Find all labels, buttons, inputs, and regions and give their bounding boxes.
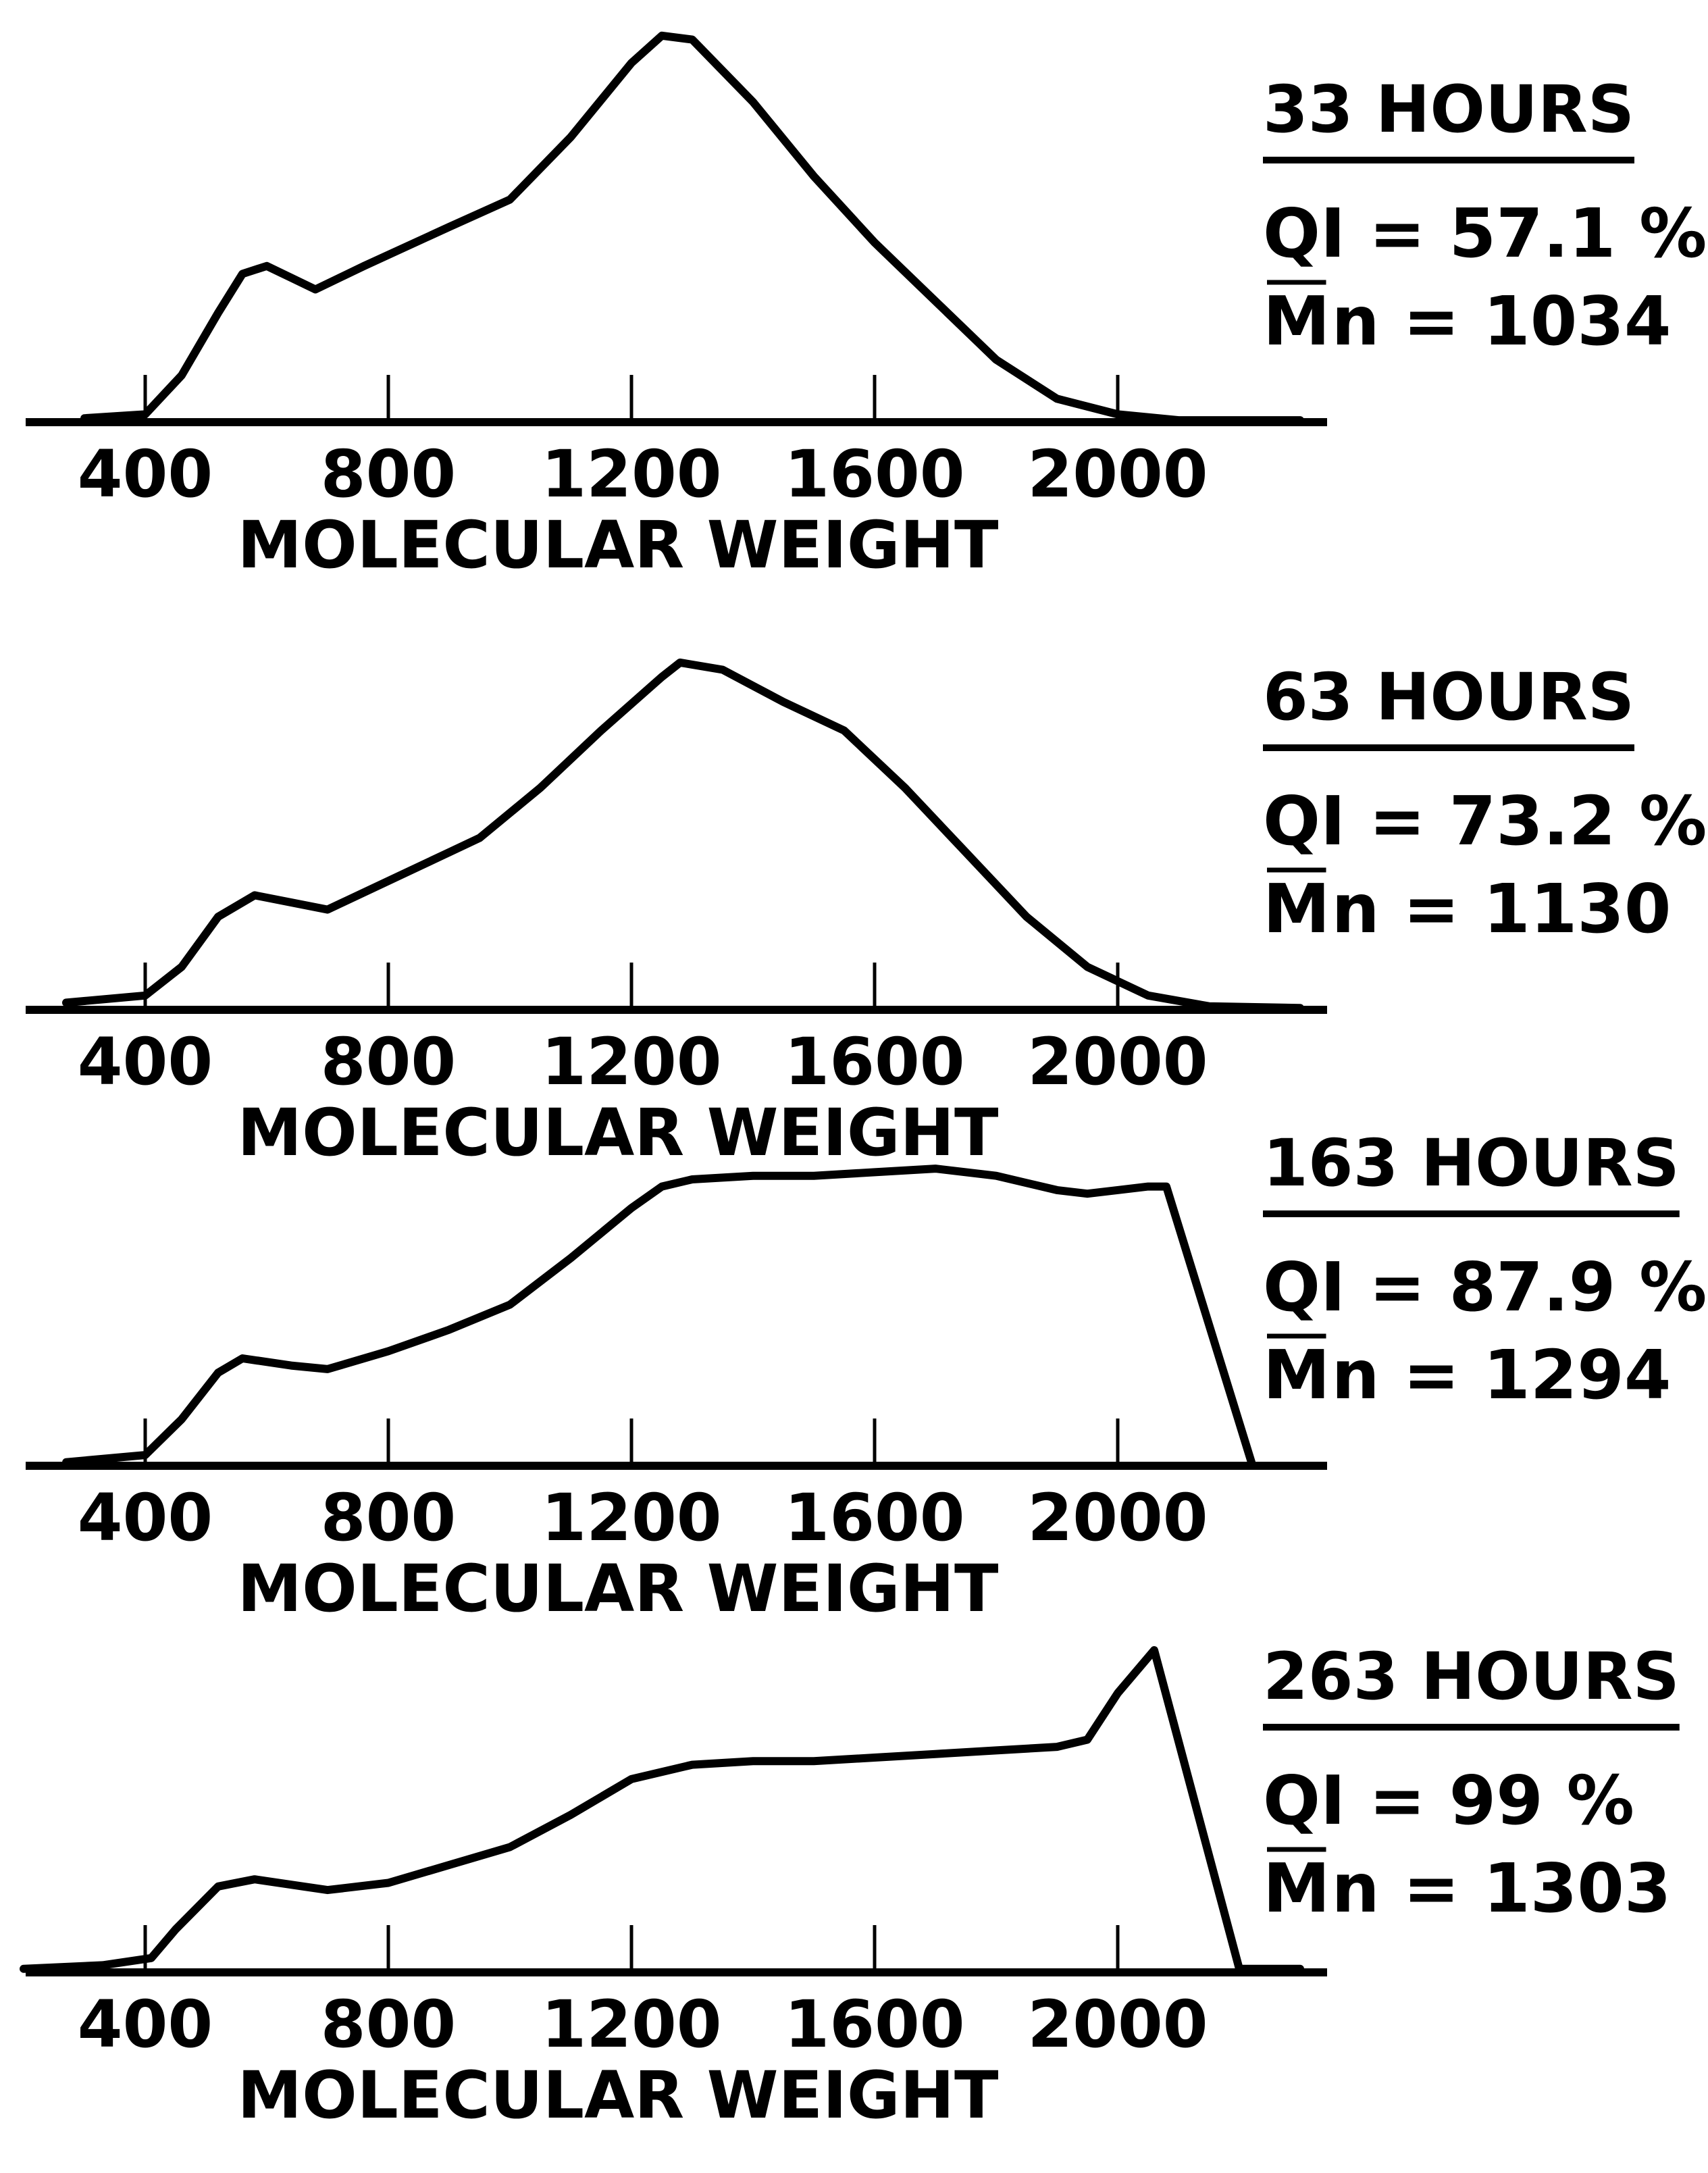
mn-label: n = 1294 bbox=[1332, 1335, 1672, 1414]
x-tick-label: 400 bbox=[78, 1024, 213, 1100]
mn-symbol: M bbox=[1263, 1849, 1330, 1928]
x-tick-label: 400 bbox=[78, 1480, 213, 1556]
x-tick-label: 1200 bbox=[541, 1480, 721, 1556]
mn-symbol: M bbox=[1263, 282, 1330, 361]
hours-label: 63 HOURS bbox=[1263, 659, 1634, 735]
mn-label: n = 1303 bbox=[1332, 1849, 1672, 1928]
panel-1: 400 800 1200 1600 2000 MOLECULAR WEIGHT 33 HOU… bbox=[26, 31, 1707, 583]
panel-2: 400 800 1200 1600 2000 MOLECULAR WEIGHT 63 HOU… bbox=[26, 658, 1707, 1171]
x-tick-label: 1600 bbox=[784, 436, 964, 512]
x-tick-label: 800 bbox=[321, 1480, 456, 1556]
x-tick-label: 1600 bbox=[784, 1480, 964, 1556]
x-axis-label: MOLECULAR WEIGHT bbox=[238, 2057, 999, 2133]
x-tick-label: 800 bbox=[321, 1987, 456, 2062]
mn-label: n = 1130 bbox=[1332, 869, 1672, 948]
x-tick-label: 2000 bbox=[1027, 1480, 1208, 1556]
x-tick-label: 1600 bbox=[784, 1987, 964, 2062]
mn-symbol: M bbox=[1263, 1335, 1330, 1414]
x-tick-label: 800 bbox=[321, 1024, 456, 1100]
x-axis-label: MOLECULAR WEIGHT bbox=[238, 507, 999, 583]
qi-label: QI = 99 % bbox=[1263, 1761, 1634, 1840]
distribution-curve bbox=[20, 1646, 1304, 1973]
qi-label: QI = 73.2 % bbox=[1263, 782, 1707, 861]
x-tick-label: 1200 bbox=[541, 1987, 721, 2062]
x-tick-label: 1200 bbox=[541, 436, 721, 512]
x-tick-label: 400 bbox=[78, 436, 213, 512]
hours-label: 263 HOURS bbox=[1263, 1639, 1680, 1714]
hours-label: 33 HOURS bbox=[1263, 72, 1634, 147]
x-tick-label: 1200 bbox=[541, 1024, 721, 1100]
x-axis-label: MOLECULAR WEIGHT bbox=[238, 1551, 999, 1627]
distribution-curve bbox=[62, 1165, 1256, 1466]
panel-4: 400 800 1200 1600 2000 MOLECULAR WEIGHT 263 HO… bbox=[20, 1639, 1680, 2133]
hours-label: 163 HOURS bbox=[1263, 1125, 1680, 1201]
x-axis-label: MOLECULAR WEIGHT bbox=[238, 1095, 999, 1171]
mn-symbol: M bbox=[1263, 869, 1330, 948]
mn-label: n = 1034 bbox=[1332, 282, 1672, 361]
x-tick-label: 800 bbox=[321, 436, 456, 512]
x-tick-label: 1600 bbox=[784, 1024, 964, 1100]
distribution-curve bbox=[80, 31, 1304, 425]
x-tick-label: 2000 bbox=[1027, 436, 1208, 512]
x-tick-label: 2000 bbox=[1027, 1024, 1208, 1100]
qi-label: QI = 57.1 % bbox=[1263, 194, 1707, 273]
panel-3: 400 800 1200 1600 2000 MOLECULAR WEIGHT 163 HO… bbox=[26, 1125, 1707, 1627]
distribution-curve bbox=[62, 658, 1304, 1013]
qi-label: QI = 87.9 % bbox=[1263, 1248, 1707, 1327]
x-tick-label: 2000 bbox=[1027, 1987, 1208, 2062]
x-tick-label: 400 bbox=[78, 1987, 213, 2062]
